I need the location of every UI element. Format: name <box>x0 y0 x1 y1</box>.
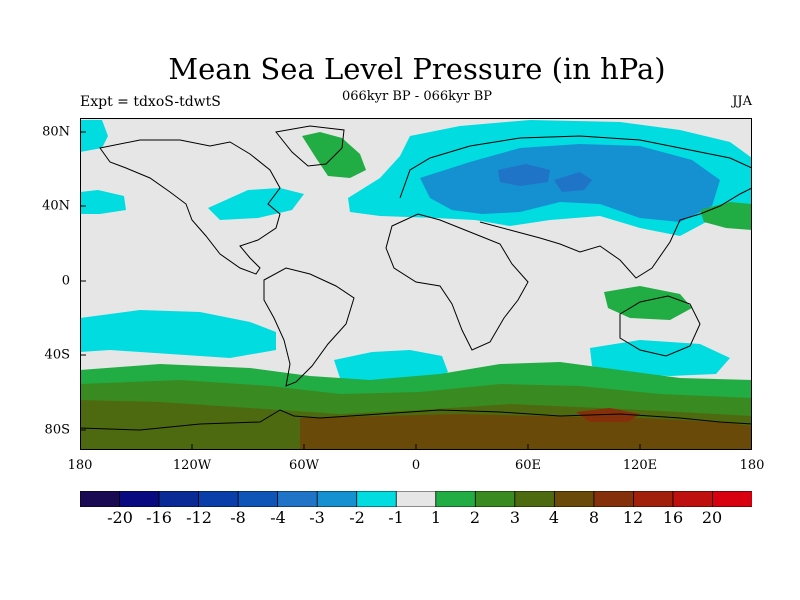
west-atlantic-cyan-region <box>208 188 304 220</box>
colorbar-label: -2 <box>349 508 365 527</box>
map-title: Mean Sea Level Pressure (in hPa) <box>168 52 666 86</box>
y-tick-label: 0 <box>61 273 70 289</box>
australia-coast <box>619 295 701 357</box>
pressure-anomaly-map <box>80 118 752 450</box>
colorbar-label: 8 <box>588 508 600 527</box>
greenland-green-region <box>302 132 366 178</box>
x-tick-label: 120E <box>622 458 658 473</box>
colorbar-label: -3 <box>309 508 325 527</box>
axis-tick-marks <box>80 131 752 450</box>
southern-rust-patch <box>576 408 640 422</box>
y-tick-label: 40S <box>44 347 70 363</box>
colorbar-swatch <box>356 491 397 507</box>
colorbar-swatch <box>237 491 279 507</box>
colorbar-swatch <box>593 491 635 507</box>
colorbar-label: 3 <box>509 508 521 527</box>
colorbar-label: 1 <box>430 508 442 527</box>
y-tick-label: 40N <box>42 198 70 214</box>
colorbar-label: 4 <box>548 508 560 527</box>
colorbar-swatch <box>712 491 752 507</box>
x-tick-label: 60E <box>514 458 542 473</box>
eurasia-darkblue-core <box>498 164 550 186</box>
eurasia-darkblue-core-2 <box>554 172 592 192</box>
x-tick-label: 180 <box>67 458 93 473</box>
colorbar-swatch <box>316 491 358 507</box>
colorbar-label: 2 <box>469 508 481 527</box>
season-label: JJA <box>732 94 752 109</box>
colorbar-swatch <box>80 491 121 507</box>
colorbar-swatch <box>474 491 516 507</box>
colorbar <box>80 491 752 507</box>
south-america-coast <box>263 267 355 387</box>
x-tick-label: 60W <box>289 458 319 473</box>
colorbar-label: -16 <box>146 508 172 527</box>
colorbar-label: -4 <box>270 508 286 527</box>
antarctica-coast <box>80 409 752 431</box>
colorbar-swatch <box>514 491 556 507</box>
colorbar-swatch <box>198 491 239 507</box>
colorbar-swatch <box>158 491 200 507</box>
colorbar-swatch <box>672 491 714 507</box>
y-tick-label: 80S <box>44 422 70 438</box>
colorbar-swatch <box>395 491 437 507</box>
x-tick-label: 120W <box>172 458 212 473</box>
colorbar-swatch <box>633 491 674 507</box>
colorbar-label: -8 <box>230 508 246 527</box>
x-tick-label: 0 <box>411 458 421 473</box>
eurasia-coast <box>399 135 752 279</box>
north-america-coast <box>99 139 281 275</box>
colorbar-label: 12 <box>622 508 644 527</box>
south-pacific-cyan-region <box>80 310 276 358</box>
colorbar-swatch <box>119 491 160 507</box>
anomaly-shading <box>80 120 752 450</box>
africa-europe-coast <box>385 213 529 351</box>
x-tick-label: 180 <box>739 458 765 473</box>
south-indian-cyan-region <box>590 340 730 376</box>
colorbar-label: 20 <box>701 508 723 527</box>
map-subtitle: 066kyr BP - 066kyr BP <box>341 89 493 104</box>
colorbar-label: -20 <box>107 508 133 527</box>
colorbar-label: -1 <box>388 508 404 527</box>
experiment-label: Expt = tdxoS-tdwtS <box>80 94 221 110</box>
colorbar-swatch <box>435 491 476 507</box>
coastlines <box>80 125 752 431</box>
colorbar-swatch <box>277 491 318 507</box>
southern-brown-patch <box>300 414 752 450</box>
greenland-coast <box>275 125 345 167</box>
arctic-cyan-region <box>80 120 108 152</box>
colorbar-label: 16 <box>662 508 684 527</box>
y-tick-label: 80N <box>42 124 70 140</box>
north-pacific-cyan-region <box>80 190 126 214</box>
australia-green-region <box>604 286 692 320</box>
colorbar-swatch <box>553 491 595 507</box>
colorbar-label: -12 <box>186 508 212 527</box>
